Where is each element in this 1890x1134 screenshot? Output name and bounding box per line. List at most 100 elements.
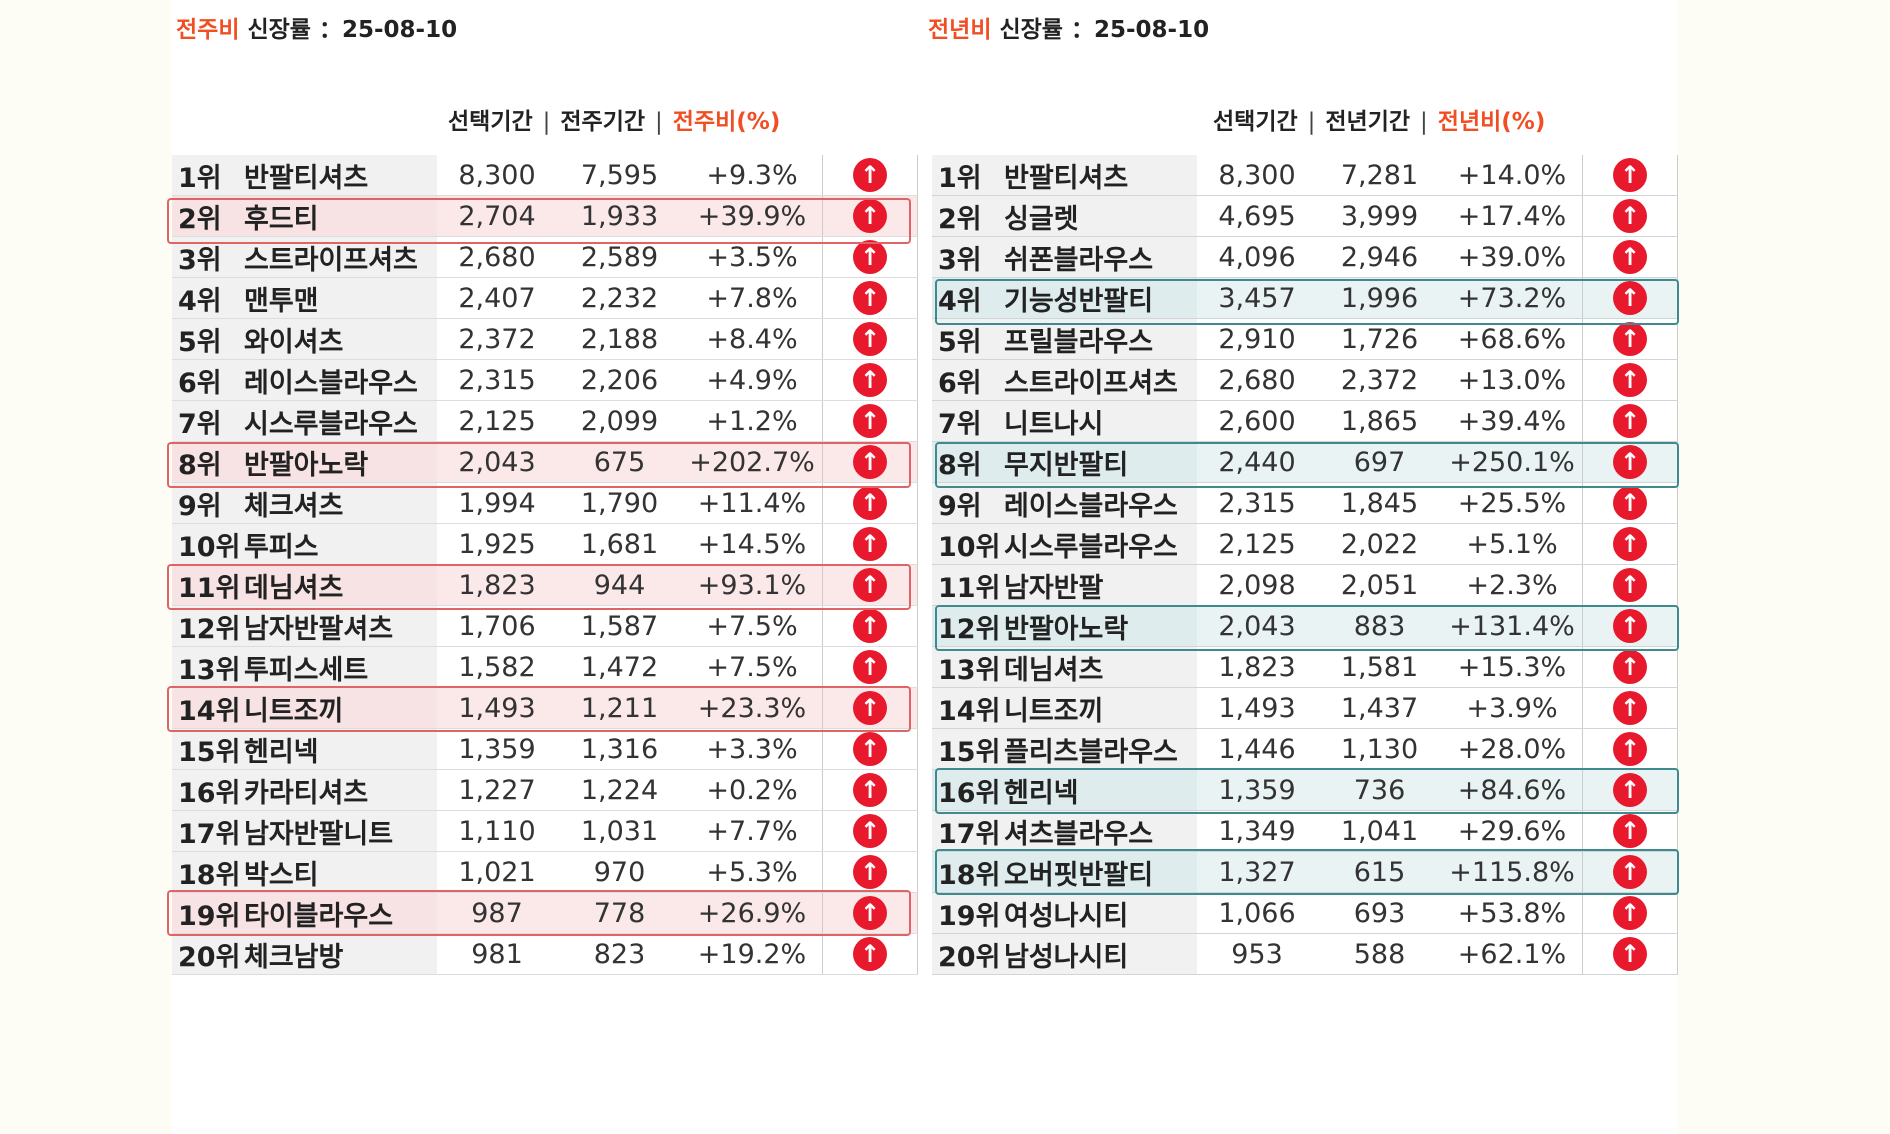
item-name-cell: 헨리넥 — [244, 728, 437, 770]
selected-period-value: 2,440 — [1197, 441, 1317, 483]
item-name-cell: 셔츠블라우스 — [1004, 810, 1197, 852]
item-name-cell: 스트라이프셔츠 — [1004, 359, 1197, 401]
column-headers: 선택기간 | 전주기간 | 전주비(%) — [448, 109, 781, 135]
growth-ratio-value: +39.4% — [1442, 400, 1583, 442]
selected-period-value: 987 — [437, 892, 557, 934]
item-name-cell: 체크셔츠 — [244, 482, 437, 524]
table-row: 13위 투피스세트 1,582 1,472 +7.5% ↑ — [172, 646, 918, 688]
compare-period-value: 588 — [1317, 933, 1442, 975]
selected-period-value: 2,600 — [1197, 400, 1317, 442]
column-headers: 선택기간 | 전년기간 | 전년비(%) — [1213, 109, 1546, 135]
compare-period-value: 1,031 — [557, 810, 682, 852]
rank-cell: 5위 — [172, 318, 244, 360]
growth-ratio-value: +5.3% — [682, 851, 823, 893]
item-name-cell: 체크남방 — [244, 933, 437, 975]
compare-period-value: 2,022 — [1317, 523, 1442, 565]
trend-cell: ↑ — [822, 646, 918, 688]
arrow-up-icon: ↑ — [1613, 568, 1647, 602]
arrow-up-icon: ↑ — [1613, 240, 1647, 274]
trend-cell: ↑ — [1582, 400, 1678, 442]
title-accent: 전주비 — [176, 17, 240, 43]
rank-cell: 15위 — [172, 728, 244, 770]
compare-period-value: 2,051 — [1317, 564, 1442, 606]
selected-period-value: 1,706 — [437, 605, 557, 647]
compare-period-value: 697 — [1317, 441, 1442, 483]
title-rest: 신장률 ：25-08-10 — [991, 17, 1210, 43]
rank-cell: 1위 — [172, 155, 244, 196]
compare-period-value: 7,595 — [557, 155, 682, 196]
table-row: 18위 박스티 1,021 970 +5.3% ↑ — [172, 851, 918, 893]
compare-period-value: 693 — [1317, 892, 1442, 934]
arrow-up-icon: ↑ — [853, 322, 887, 356]
trend-cell: ↑ — [1582, 646, 1678, 688]
table-row: 3위 스트라이프셔츠 2,680 2,589 +3.5% ↑ — [172, 236, 918, 278]
arrow-up-icon: ↑ — [1613, 732, 1647, 766]
rank-cell: 8위 — [932, 441, 1004, 483]
growth-ratio-value: +68.6% — [1442, 318, 1583, 360]
table-row: 15위 플리츠블라우스 1,446 1,130 +28.0% ↑ — [932, 728, 1678, 770]
rank-cell: 1위 — [932, 155, 1004, 196]
compare-period-value: 736 — [1317, 769, 1442, 811]
arrow-up-icon: ↑ — [1613, 281, 1647, 315]
compare-period-value: 778 — [557, 892, 682, 934]
compare-period-value: 1,865 — [1317, 400, 1442, 442]
growth-ratio-value: +7.8% — [682, 277, 823, 319]
rank-cell: 9위 — [932, 482, 1004, 524]
rank-cell: 14위 — [172, 687, 244, 729]
trend-cell: ↑ — [1582, 441, 1678, 483]
header-ratio: 전년비(%) — [1437, 109, 1546, 135]
rank-cell: 6위 — [172, 359, 244, 401]
selected-period-value: 1,327 — [1197, 851, 1317, 893]
growth-ratio-value: +13.0% — [1442, 359, 1583, 401]
compare-period-value: 1,211 — [557, 687, 682, 729]
compare-period-value: 1,581 — [1317, 646, 1442, 688]
item-name-cell: 시스루블라우스 — [1004, 523, 1197, 565]
table-row: 2위 싱글렛 4,695 3,999 +17.4% ↑ — [932, 195, 1678, 237]
growth-ratio-value: +62.1% — [1442, 933, 1583, 975]
table-row: 5위 와이셔츠 2,372 2,188 +8.4% ↑ — [172, 318, 918, 360]
compare-period-value: 2,206 — [557, 359, 682, 401]
selected-period-value: 2,098 — [1197, 564, 1317, 606]
trend-cell: ↑ — [822, 277, 918, 319]
selected-period-value: 2,910 — [1197, 318, 1317, 360]
arrow-up-icon: ↑ — [853, 609, 887, 643]
arrow-up-icon: ↑ — [1613, 650, 1647, 684]
arrow-up-icon: ↑ — [853, 937, 887, 971]
table-row: 4위 기능성반팔티 3,457 1,996 +73.2% ↑ — [932, 277, 1678, 319]
item-name-cell: 프릴블라우스 — [1004, 318, 1197, 360]
trend-cell: ↑ — [822, 769, 918, 811]
item-name-cell: 데님셔츠 — [244, 564, 437, 606]
table-row: 17위 셔츠블라우스 1,349 1,041 +29.6% ↑ — [932, 810, 1678, 852]
trend-cell: ↑ — [1582, 605, 1678, 647]
rank-cell: 13위 — [932, 646, 1004, 688]
trend-cell: ↑ — [1582, 318, 1678, 360]
growth-ratio-value: +28.0% — [1442, 728, 1583, 770]
rank-cell: 20위 — [932, 933, 1004, 975]
rank-cell: 18위 — [172, 851, 244, 893]
trend-cell: ↑ — [1582, 933, 1678, 975]
growth-ratio-value: +25.5% — [1442, 482, 1583, 524]
trend-cell: ↑ — [822, 482, 918, 524]
table-row: 16위 카라티셔츠 1,227 1,224 +0.2% ↑ — [172, 769, 918, 811]
table-row: 10위 투피스 1,925 1,681 +14.5% ↑ — [172, 523, 918, 565]
rank-cell: 2위 — [172, 195, 244, 237]
header-selected-period: 선택기간 — [448, 109, 533, 135]
table-row: 8위 반팔아노락 2,043 675 +202.7% ↑ — [172, 441, 918, 483]
selected-period-value: 1,110 — [437, 810, 557, 852]
growth-ratio-value: +15.3% — [1442, 646, 1583, 688]
growth-ratio-value: +14.0% — [1442, 155, 1583, 196]
table-row: 16위 헨리넥 1,359 736 +84.6% ↑ — [932, 769, 1678, 811]
compare-period-value: 2,188 — [557, 318, 682, 360]
growth-ratio-value: +26.9% — [682, 892, 823, 934]
selected-period-value: 1,823 — [437, 564, 557, 606]
arrow-up-icon: ↑ — [853, 896, 887, 930]
compare-period-value: 970 — [557, 851, 682, 893]
compare-period-value: 1,130 — [1317, 728, 1442, 770]
yearly-growth-section: 전년비 신장률 ：25-08-10 선택기간 | 전년기간 | 전년비(%) 1위 반팔티… — [928, 0, 1679, 1134]
compare-period-value: 1,316 — [557, 728, 682, 770]
item-name-cell: 남자반팔니트 — [244, 810, 437, 852]
rank-cell: 11위 — [172, 564, 244, 606]
rank-cell: 18위 — [932, 851, 1004, 893]
rank-cell: 16위 — [172, 769, 244, 811]
arrow-up-icon: ↑ — [1613, 486, 1647, 520]
